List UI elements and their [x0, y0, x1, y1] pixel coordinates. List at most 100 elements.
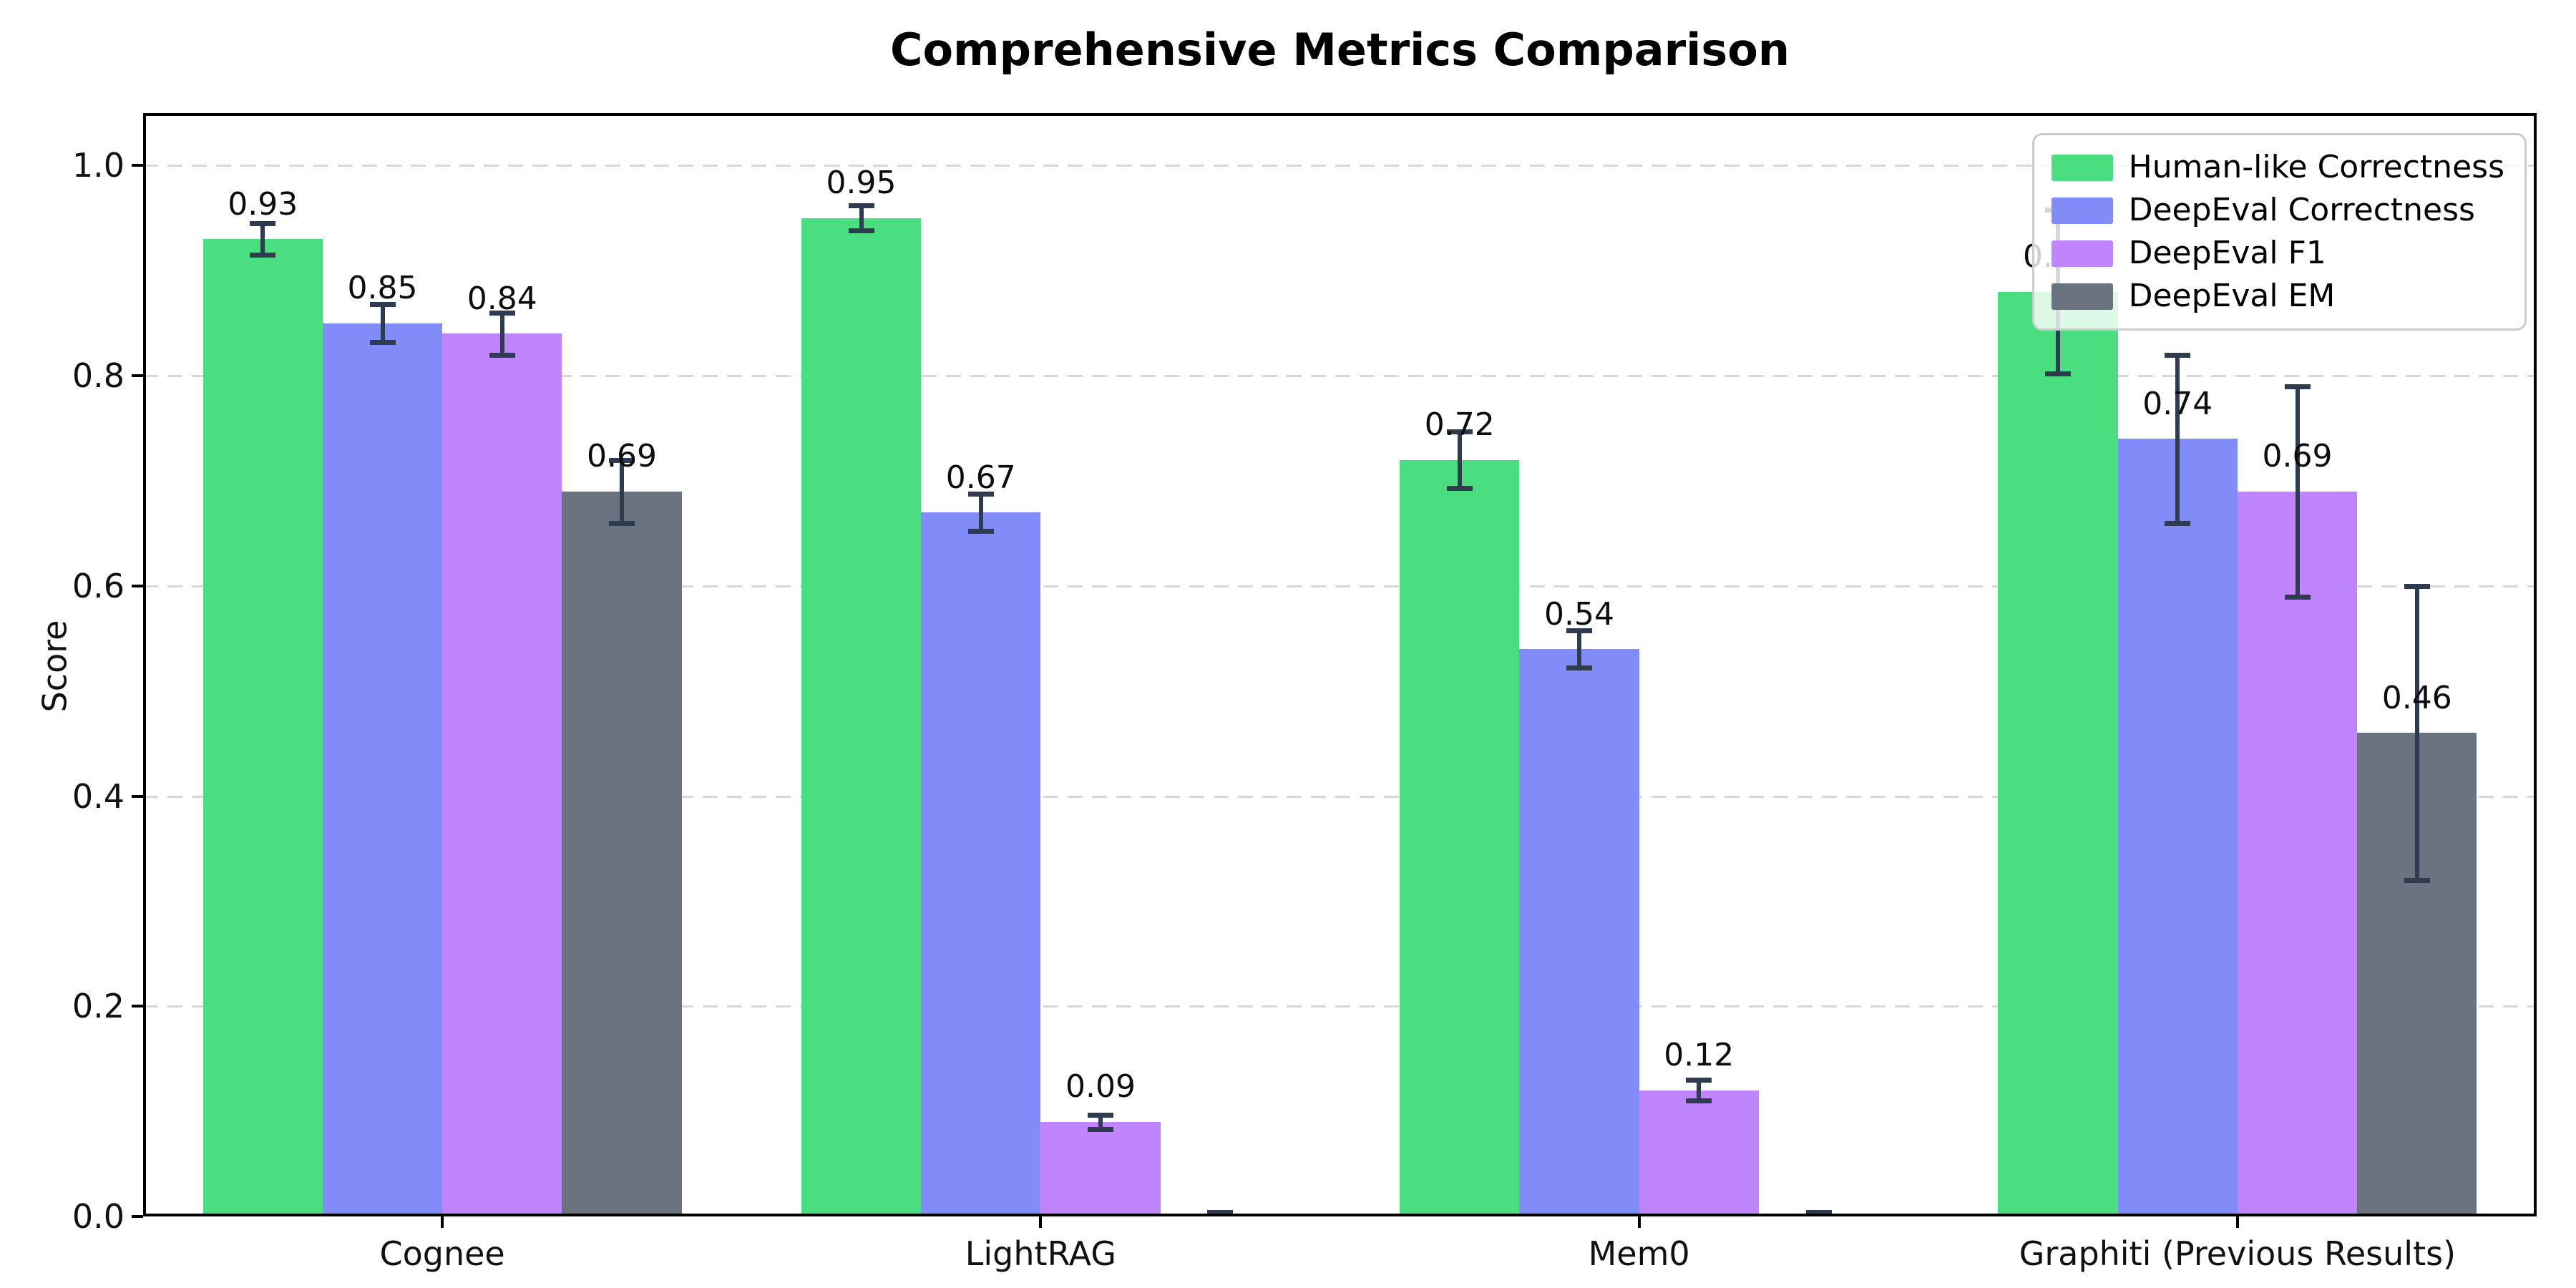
- error-bar-cap: [2404, 878, 2430, 884]
- error-bar-cap: [2284, 384, 2311, 389]
- x-tick-label-1: LightRAG: [965, 1234, 1116, 1273]
- error-bar-cap: [369, 340, 396, 346]
- x-tick-label-2: Mem0: [1588, 1234, 1690, 1273]
- bar-deepeval-em-0: [562, 491, 682, 1216]
- error-bar-cap: [2045, 371, 2071, 377]
- error-bar: [2414, 585, 2419, 881]
- error-bar-cap: [1088, 1112, 1113, 1118]
- chart-title: Comprehensive Metrics Comparison: [889, 24, 1790, 76]
- error-bar: [499, 313, 504, 355]
- error-bar-cap: [2404, 583, 2430, 589]
- error-bar-cap: [1088, 1127, 1113, 1133]
- y-tick-label: 0.8: [72, 356, 125, 396]
- error-bar: [1577, 630, 1581, 668]
- x-tick-label-3: Graphiti (Previous Results): [2019, 1234, 2457, 1273]
- error-bar-cap: [1686, 1078, 1712, 1083]
- y-tick: [132, 1005, 143, 1008]
- error-bar-cap: [1446, 429, 1473, 434]
- bar-deepeval-f1-2: [1639, 1090, 1759, 1216]
- y-tick-label: 0.0: [72, 1197, 125, 1236]
- gridline: [143, 1005, 2537, 1008]
- gridline: [143, 165, 2537, 167]
- error-bar-cap: [1805, 1210, 1832, 1216]
- bar-deepeval-f1-1: [1040, 1121, 1161, 1216]
- plot-area: 0.930.950.720.880.850.670.540.740.840.09…: [143, 113, 2537, 1216]
- legend: Human-like Correctness DeepEval Correctne…: [2031, 133, 2527, 331]
- gridline: [143, 585, 2537, 587]
- error-bar: [859, 205, 864, 231]
- bar-human-like-correctness-2: [1400, 459, 1520, 1216]
- bar-deepeval-correctness-2: [1519, 648, 1639, 1216]
- error-bar-cap: [967, 529, 994, 535]
- gridline: [143, 795, 2537, 798]
- y-tick: [132, 374, 143, 378]
- bar-value-label: 0.72: [1424, 406, 1495, 444]
- gridline: [143, 375, 2537, 378]
- y-tick-label: 0.6: [72, 566, 125, 605]
- error-bar-cap: [1566, 665, 1592, 671]
- error-bar: [2295, 386, 2300, 597]
- error-bar-cap: [2165, 352, 2191, 358]
- bar-deepeval-f1-0: [442, 333, 562, 1216]
- y-tick-label: 0.4: [72, 776, 125, 816]
- error-bar-cap: [1686, 1098, 1712, 1104]
- x-tick: [1039, 1216, 1043, 1228]
- bar-deepeval-correctness-0: [322, 323, 443, 1216]
- bar-human-like-correctness-0: [203, 239, 323, 1216]
- bar-value-label: 0.54: [1544, 595, 1614, 633]
- y-tick: [132, 584, 143, 587]
- error-bar-cap: [1446, 486, 1473, 492]
- error-bar-cap: [967, 491, 994, 497]
- error-bar-cap: [369, 302, 396, 308]
- bar-human-like-correctness-3: [1998, 291, 2118, 1216]
- legend-swatch: [2051, 283, 2113, 310]
- y-tick: [132, 164, 143, 167]
- bar-value-label: 0.74: [2142, 385, 2213, 422]
- bar-value-label: 0.09: [1065, 1068, 1136, 1106]
- error-bar: [380, 304, 385, 343]
- error-bar-cap: [609, 520, 635, 526]
- bar-value-label: 0.84: [467, 280, 537, 317]
- bar-human-like-correctness-1: [801, 218, 922, 1216]
- error-bar-cap: [250, 253, 276, 258]
- error-bar: [978, 493, 983, 532]
- error-bar-cap: [250, 221, 276, 227]
- x-tick: [441, 1216, 444, 1228]
- error-bar-cap: [1566, 628, 1592, 633]
- error-bar-cap: [848, 203, 874, 209]
- error-bar-cap: [489, 352, 515, 358]
- y-tick: [132, 1215, 143, 1218]
- error-bar: [1697, 1080, 1702, 1101]
- legend-item: DeepEval F1: [2051, 235, 2504, 271]
- bar-value-label: 0.46: [2381, 679, 2452, 716]
- legend-swatch: [2051, 197, 2113, 224]
- legend-label: DeepEval Correctness: [2128, 192, 2475, 228]
- error-bar: [2175, 354, 2180, 523]
- error-bar-cap: [1207, 1210, 1234, 1216]
- error-bar-cap: [609, 457, 635, 463]
- legend-label: Human-like Correctness: [2128, 149, 2504, 185]
- legend-item: DeepEval Correctness: [2051, 192, 2504, 228]
- bar-value-label: 0.67: [945, 459, 1016, 496]
- y-tick: [132, 794, 143, 798]
- legend-swatch: [2051, 154, 2113, 181]
- error-bar-cap: [848, 228, 874, 234]
- bar-value-label: 0.69: [587, 438, 657, 475]
- legend-swatch: [2051, 240, 2113, 267]
- error-bar: [1457, 431, 1462, 489]
- legend-label: DeepEval F1: [2128, 235, 2326, 271]
- bar-deepeval-correctness-3: [2117, 439, 2238, 1216]
- x-tick-label-0: Cognee: [379, 1234, 505, 1273]
- x-tick: [2235, 1216, 2239, 1228]
- bar-value-label: 0.85: [347, 270, 418, 307]
- bar-value-label: 0.95: [826, 165, 897, 202]
- error-bar: [260, 223, 265, 255]
- bar-value-label: 0.93: [228, 185, 298, 223]
- y-tick-label: 0.2: [72, 987, 125, 1026]
- y-axis-label: Score: [35, 620, 74, 713]
- bar-deepeval-f1-3: [2237, 491, 2358, 1216]
- legend-item: DeepEval EM: [2051, 278, 2504, 314]
- bar-value-label: 0.12: [1664, 1037, 1735, 1074]
- y-tick-label: 1.0: [72, 146, 125, 185]
